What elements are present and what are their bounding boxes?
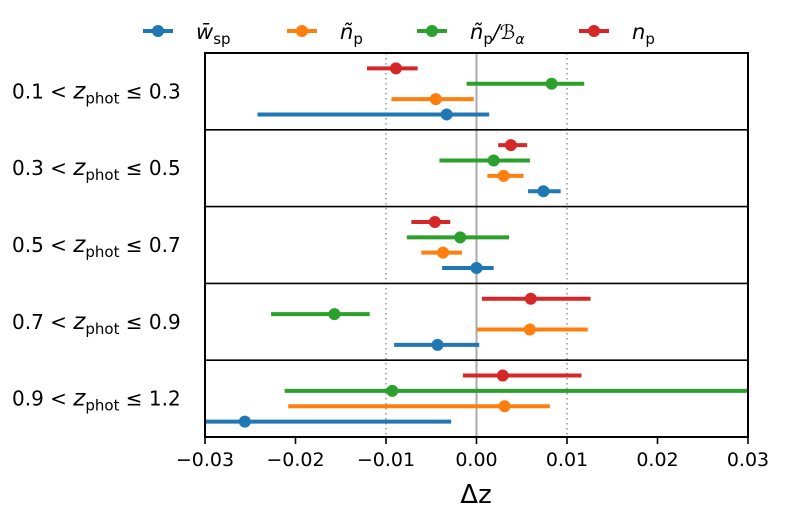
- row-label-sub: phot: [85, 320, 119, 338]
- legend-item-wsp: w̄sp: [143, 20, 231, 48]
- row-label: 0.9 < zphot ≤ 1.2: [12, 386, 181, 415]
- row-labels: 0.1 < zphot ≤ 0.30.3 < zphot ≤ 0.50.5 < …: [12, 78, 181, 414]
- legend-item-nprel: np: [579, 20, 655, 48]
- row-label-sub: phot: [85, 397, 119, 415]
- legend-label: ñp/ℬα: [470, 20, 525, 48]
- point-np: [498, 400, 511, 413]
- x-tick-label: 0.00: [455, 449, 497, 471]
- legend-sub: p: [483, 30, 493, 48]
- x-axis-label: Δz: [460, 480, 491, 510]
- point-wsp: [470, 262, 483, 275]
- x-tick-label: 0.03: [727, 449, 769, 471]
- legend-base: ñ: [470, 20, 483, 44]
- point-npB: [454, 231, 467, 244]
- legend-label: w̄sp: [196, 20, 231, 48]
- row-label-lo: 0.3 <: [12, 156, 73, 180]
- legend-sub: p: [645, 30, 655, 48]
- legend-marker: [426, 25, 438, 37]
- point-np: [497, 169, 510, 182]
- legend-marker: [588, 25, 600, 37]
- legend-suffix-sub: α: [515, 32, 525, 48]
- legend-item-np: ñp: [287, 20, 363, 48]
- legend-sub: p: [353, 30, 363, 48]
- row-label-hi: ≤ 0.5: [119, 156, 180, 180]
- legend-label: np: [632, 20, 655, 48]
- point-npB: [328, 308, 341, 321]
- row-label-sub: phot: [85, 166, 119, 184]
- legend-item-npB: ñp/ℬα: [417, 20, 525, 48]
- x-tick-label: 0.01: [546, 449, 588, 471]
- point-wsp: [238, 415, 251, 428]
- point-nprel: [504, 139, 517, 152]
- row-label: 0.3 < zphot ≤ 0.5: [12, 155, 181, 184]
- legend-suffix: /ℬ: [491, 20, 515, 44]
- point-nprel: [496, 369, 509, 382]
- row-group-1: [257, 62, 585, 121]
- legend-sub: sp: [213, 30, 230, 48]
- point-np: [523, 323, 536, 336]
- point-wsp: [537, 185, 550, 198]
- legend-base: w̄: [196, 20, 214, 44]
- legend: w̄sp ñp ñp/ℬα np: [143, 20, 655, 48]
- row-label-hi: ≤ 0.7: [119, 233, 180, 257]
- row-group-2: [439, 139, 561, 198]
- row-group-5: [205, 369, 748, 428]
- row-label-lo: 0.9 <: [12, 387, 73, 411]
- point-np: [429, 93, 442, 106]
- row-label: 0.1 < zphot ≤ 0.3: [12, 78, 181, 107]
- row-label-lo: 0.1 <: [12, 79, 73, 103]
- row-label-var: z: [72, 78, 86, 104]
- legend-base: ñ: [340, 20, 353, 44]
- row-label-sub: phot: [85, 89, 119, 107]
- point-np: [437, 246, 450, 259]
- point-wsp: [431, 338, 444, 351]
- x-tick-label: −0.03: [176, 449, 234, 471]
- row-label-lo: 0.5 <: [12, 233, 73, 257]
- row-group-4: [271, 292, 591, 351]
- row-label-var: z: [72, 309, 86, 335]
- row-label-sub: phot: [85, 243, 119, 261]
- row-label-hi: ≤ 0.9: [119, 310, 180, 334]
- x-tick-label: −0.02: [266, 449, 324, 471]
- point-nprel: [428, 215, 441, 228]
- point-npB: [386, 384, 399, 397]
- point-wsp: [440, 108, 453, 121]
- row-label-var: z: [72, 232, 86, 258]
- legend-base: n: [632, 20, 645, 44]
- legend-marker: [152, 25, 164, 37]
- row-label-hi: ≤ 1.2: [119, 387, 180, 411]
- point-npB: [545, 77, 558, 90]
- point-nprel: [389, 62, 402, 75]
- row-label: 0.5 < zphot ≤ 0.7: [12, 232, 181, 261]
- row-label-lo: 0.7 <: [12, 310, 73, 334]
- row-group-3: [406, 215, 510, 275]
- point-nprel: [524, 292, 537, 305]
- row-label-var: z: [72, 155, 86, 181]
- row-label-var: z: [72, 386, 86, 412]
- x-tick-label: 0.02: [636, 449, 678, 471]
- row-label: 0.7 < zphot ≤ 0.9: [12, 309, 181, 338]
- row-label-hi: ≤ 0.3: [119, 79, 180, 103]
- x-axis: −0.03 −0.02 −0.01 0.00 0.01 0.02 0.03: [176, 437, 769, 471]
- legend-label: ñp: [340, 20, 363, 48]
- legend-marker: [296, 25, 308, 37]
- plot-area: [204, 52, 749, 438]
- point-npB: [487, 154, 500, 167]
- x-tick-label: −0.01: [357, 449, 415, 471]
